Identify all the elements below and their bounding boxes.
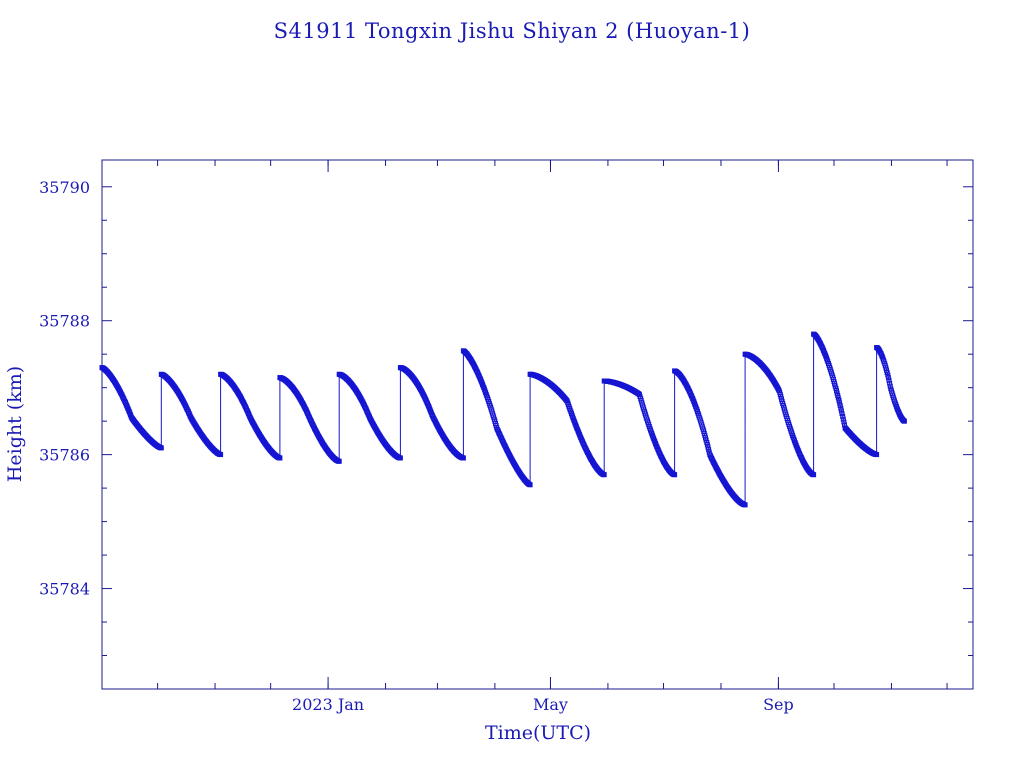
data-point	[218, 452, 224, 458]
data-point	[885, 372, 891, 378]
x-axis-label: Time(UTC)	[485, 722, 591, 744]
data-point	[672, 472, 678, 478]
y-axis: 35784 35786 35788 35790	[39, 178, 973, 690]
data-point	[811, 472, 817, 478]
data-point	[839, 411, 845, 417]
plot-frame	[101, 159, 974, 690]
data-point	[840, 416, 846, 422]
data-point	[887, 383, 893, 389]
series-line	[101, 333, 905, 506]
data-point	[874, 452, 880, 458]
data-point	[277, 455, 283, 461]
x-tick-label: 2023 Jan	[292, 695, 364, 714]
y-tick-label: 35790	[39, 178, 90, 197]
data-point	[840, 413, 846, 419]
data-point	[901, 418, 907, 424]
chart-title: S41911 Tongxin Jishu Shiyan 2 (Huoyan-1)	[274, 19, 751, 43]
data-point	[886, 377, 892, 383]
series-height	[99, 331, 907, 508]
data-point	[887, 380, 893, 386]
y-axis-label: Height (km)	[4, 366, 26, 482]
y-tick-label: 35784	[39, 580, 90, 599]
data-point	[837, 400, 843, 406]
data-point	[841, 419, 847, 425]
data-point	[837, 403, 843, 409]
data-point	[838, 408, 844, 414]
data-point	[836, 397, 842, 403]
data-point	[601, 472, 607, 478]
data-point	[838, 405, 844, 411]
x-tick-label: Sep	[763, 695, 794, 714]
x-tick-label: May	[533, 695, 568, 714]
data-point	[336, 458, 342, 464]
data-point	[742, 502, 748, 508]
data-point	[885, 375, 891, 381]
y-tick-label: 35786	[39, 446, 90, 465]
x-axis: 2023 Jan May Sep	[157, 160, 948, 714]
data-point	[158, 445, 164, 451]
data-point	[397, 455, 403, 461]
y-tick-label: 35788	[39, 312, 90, 331]
data-point	[527, 482, 533, 488]
data-point	[460, 455, 466, 461]
data-point	[775, 386, 781, 392]
